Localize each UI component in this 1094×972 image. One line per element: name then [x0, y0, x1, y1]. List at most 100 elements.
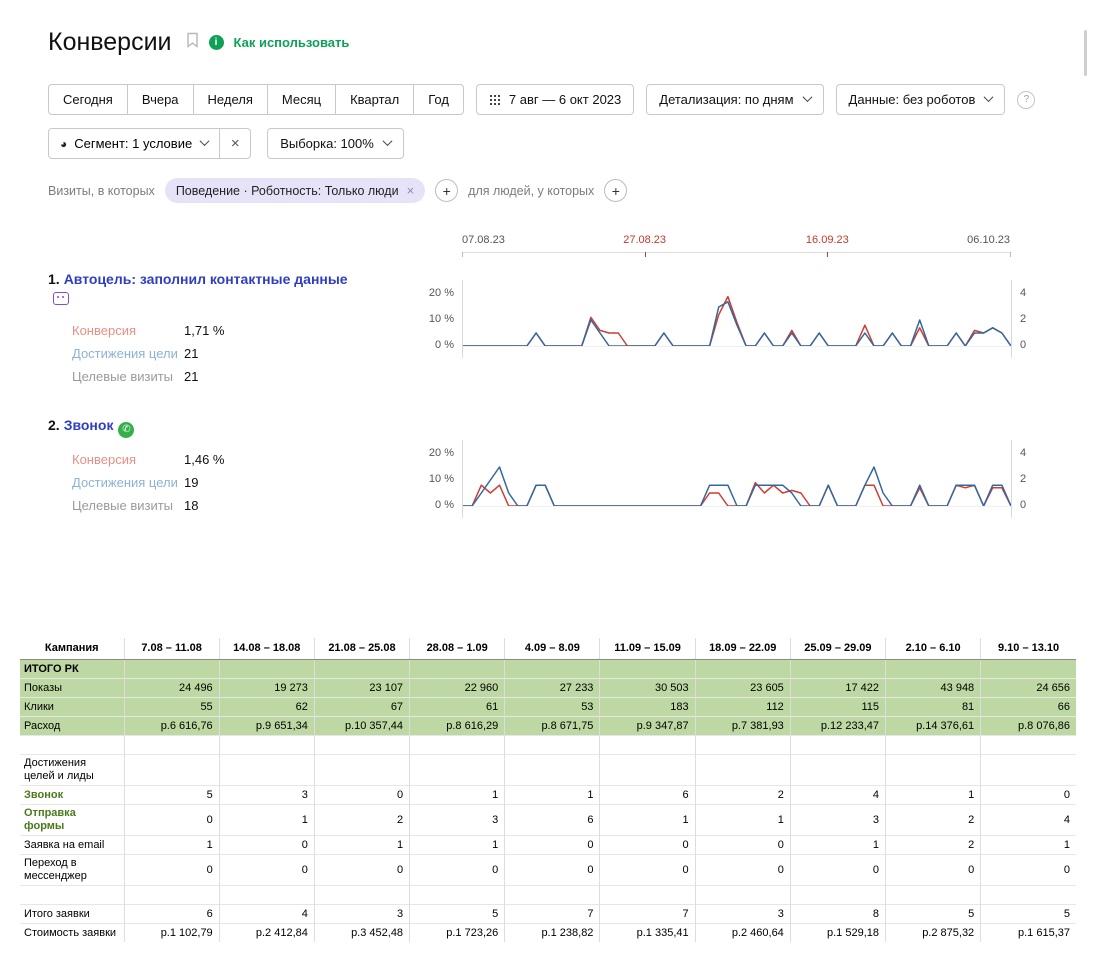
table-cell: [124, 736, 219, 755]
column-header-period: 21.08 – 25.08: [314, 638, 409, 660]
table-cell: 5: [410, 905, 505, 924]
table-cell: р.14 376,61: [886, 717, 981, 736]
period-button-3[interactable]: Неделя: [193, 84, 268, 115]
add-visit-condition-button[interactable]: +: [435, 179, 458, 202]
table-cell: [219, 660, 314, 679]
row-label[interactable]: Отправка формы: [20, 805, 124, 836]
table-cell: р.3 452,48: [314, 924, 409, 943]
table-cell: [790, 736, 885, 755]
sampling-dropdown[interactable]: Выборка: 100%: [267, 128, 404, 159]
bookmark-icon[interactable]: [186, 32, 199, 53]
table-cell: 4: [981, 805, 1076, 836]
table-cell: 27 233: [505, 679, 600, 698]
table-cell: 0: [695, 836, 790, 855]
table-cell: 43 948: [886, 679, 981, 698]
table-cell: 19 273: [219, 679, 314, 698]
table-cell: [886, 736, 981, 755]
table-cell: 1: [410, 836, 505, 855]
table-cell: 3: [314, 905, 409, 924]
filter-condition-text: Поведение · Роботность: Только люди: [176, 184, 399, 198]
table-cell: 0: [981, 855, 1076, 886]
table-cell: р.8 076,86: [981, 717, 1076, 736]
metric-value-target-visits: 21: [184, 369, 198, 385]
chart-axis-date: 06.10.23: [967, 234, 1010, 246]
chevron-down-icon: [802, 92, 812, 102]
table-row: Звонок5301162410: [20, 786, 1076, 805]
period-button-4[interactable]: Месяц: [267, 84, 336, 115]
chevron-down-icon: [984, 92, 994, 102]
table-row: Клики55626761531831121158166: [20, 698, 1076, 717]
scrollbar-thumb[interactable]: [1084, 30, 1087, 76]
filter-condition-pill[interactable]: Поведение · Роботность: Только люди ×: [165, 178, 425, 203]
row-label: Заявка на email: [20, 836, 124, 855]
chart-axis-date: 07.08.23: [462, 234, 505, 246]
table-row: Расходр.6 616,76р.9 651,34р.10 357,44р.8…: [20, 717, 1076, 736]
metric-value-conversion: 1,71 %: [184, 323, 224, 339]
segment-pie-icon: ◕: [60, 137, 67, 151]
table-cell: 5: [886, 905, 981, 924]
add-people-condition-button[interactable]: +: [604, 179, 627, 202]
table-cell: 1: [790, 836, 885, 855]
period-button-2[interactable]: Вчера: [127, 84, 194, 115]
how-to-use-link[interactable]: Как использовать: [234, 35, 350, 50]
sampling-label: Выборка: 100%: [280, 136, 374, 151]
period-button-6[interactable]: Год: [413, 84, 464, 115]
table-cell: [600, 660, 695, 679]
table-cell: [886, 755, 981, 786]
segment-dropdown[interactable]: ◕ Сегмент: 1 условие: [49, 129, 219, 158]
metric-label-achievements: Достижения цели: [72, 475, 184, 491]
table-cell: [314, 736, 409, 755]
table-cell: [314, 660, 409, 679]
table-cell: р.1 529,18: [790, 924, 885, 943]
table-cell: 55: [124, 698, 219, 717]
period-button-5[interactable]: Квартал: [335, 84, 414, 115]
date-range-button[interactable]: 7 авг — 6 окт 2023: [476, 84, 634, 115]
chart-right-axis: 4 2 0: [1012, 440, 1042, 518]
table-cell: 61: [410, 698, 505, 717]
chart-plot-area[interactable]: [462, 280, 1012, 358]
segment-clear-button[interactable]: ×: [219, 129, 250, 158]
table-cell: 5: [124, 786, 219, 805]
metric-value-conversion: 1,46 %: [184, 452, 224, 468]
goal-2-chart: 20 % 10 % 0 % 4 2 0: [416, 440, 1042, 518]
metric-value-achievements: 19: [184, 475, 198, 491]
table-cell: [124, 755, 219, 786]
table-cell: р.8 671,75: [505, 717, 600, 736]
table-cell: 0: [695, 855, 790, 886]
period-button-1[interactable]: Сегодня: [48, 84, 128, 115]
table-row: [20, 886, 1076, 905]
table-cell: [219, 886, 314, 905]
table-row: Заявка на email1011000121: [20, 836, 1076, 855]
info-icon[interactable]: i: [209, 35, 224, 50]
goal-title-link[interactable]: Звонок: [64, 417, 114, 433]
segment-control: ◕ Сегмент: 1 условие ×: [48, 128, 251, 159]
metric-label-achievements: Достижения цели: [72, 346, 184, 362]
period-button-group: СегодняВчераНеделяМесяцКварталГод: [48, 84, 464, 115]
table-cell: 17 422: [790, 679, 885, 698]
column-header-period: 11.09 – 15.09: [600, 638, 695, 660]
table-cell: 2: [695, 786, 790, 805]
remove-condition-icon[interactable]: ×: [407, 183, 415, 198]
table-cell: 23 107: [314, 679, 409, 698]
data-mode-dropdown[interactable]: Данные: без роботов: [836, 84, 1006, 115]
table-cell: 0: [410, 855, 505, 886]
table-cell: р.9 651,34: [219, 717, 314, 736]
table-cell: [600, 886, 695, 905]
table-cell: 23 605: [695, 679, 790, 698]
detailing-dropdown[interactable]: Детализация: по дням: [646, 84, 823, 115]
table-row: Стоимость заявкир.1 102,79р.2 412,84р.3 …: [20, 924, 1076, 943]
segment-toolbar: ◕ Сегмент: 1 условие × Выборка: 100%: [48, 128, 404, 159]
table-cell: [790, 660, 885, 679]
table-cell: 7: [505, 905, 600, 924]
table-row: Достижения целей и лиды: [20, 755, 1076, 786]
column-header-period: 18.09 – 22.09: [695, 638, 790, 660]
metric-value-target-visits: 18: [184, 498, 198, 514]
visits-filter-label: Визиты, в которых: [48, 184, 155, 198]
chart-plot-area[interactable]: [462, 440, 1012, 518]
help-icon[interactable]: ?: [1017, 91, 1035, 109]
row-label[interactable]: Звонок: [20, 786, 124, 805]
goal-metrics: Конверсия1,71 % Достижения цели21 Целевы…: [72, 323, 388, 385]
chart-right-axis: 4 2 0: [1012, 280, 1042, 358]
table-cell: [695, 755, 790, 786]
goal-title-link[interactable]: Автоцель: заполнил контактные данные: [64, 271, 348, 287]
